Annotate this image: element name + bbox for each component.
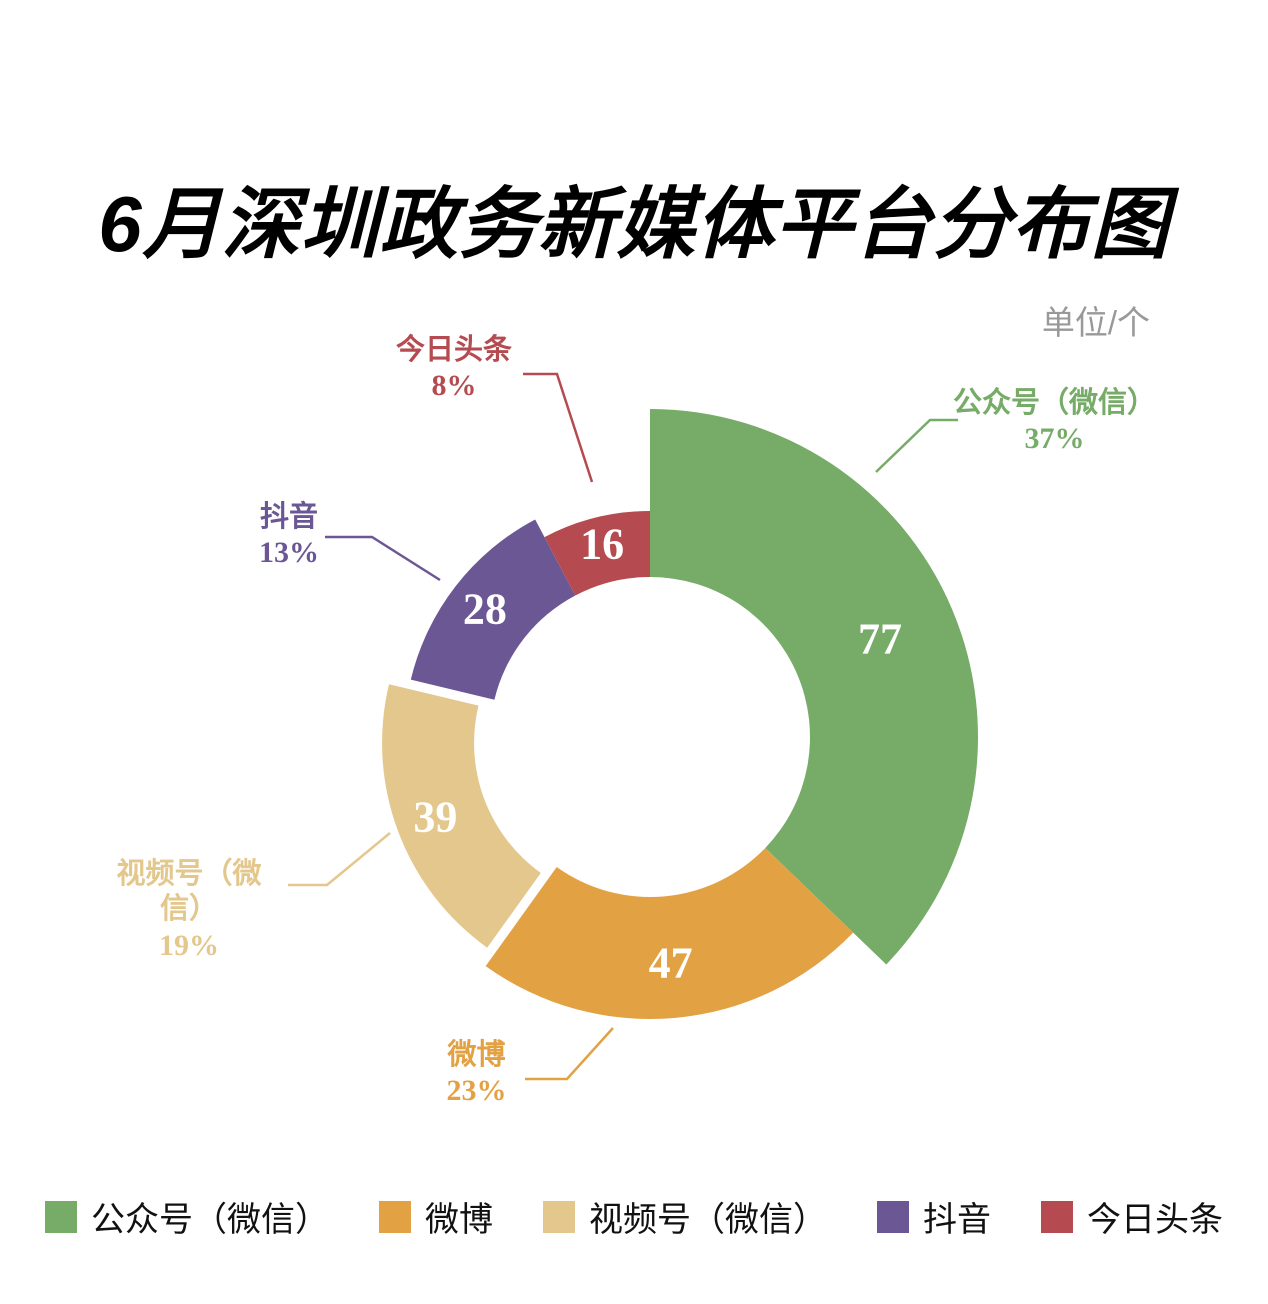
color-swatch — [877, 1200, 909, 1233]
slice-callout-percent: 19% — [159, 928, 219, 962]
slice-callout-shipinhao: 视频号（微信） 19% — [98, 857, 280, 964]
legend-item-douyin[interactable]: 抖音 — [877, 1192, 991, 1241]
slice-value-label: 77 — [858, 615, 902, 664]
legend-item-shipinhao[interactable]: 视频号（微信） — [543, 1192, 827, 1241]
unit-label: 单位/个 — [1041, 304, 1150, 341]
slice-callout-label: 今日头条 — [395, 334, 512, 366]
color-swatch — [1041, 1200, 1073, 1233]
slice-value-label: 47 — [649, 939, 693, 988]
pie-slice-1[interactable] — [485, 847, 854, 1019]
legend-item-weibo[interactable]: 微博 — [379, 1192, 493, 1241]
pie-slice-3[interactable] — [410, 519, 576, 700]
slice-callout-gongzhonghao: 公众号（微信） 37% — [952, 386, 1157, 458]
callout-line-3 — [325, 535, 441, 582]
slice-callout-percent: 13% — [259, 536, 319, 570]
slice-value-label: 16 — [580, 519, 624, 568]
slice-callout-douyin: 抖音 13% — [230, 500, 348, 572]
legend-label: 抖音 — [923, 1202, 991, 1239]
legend-item-gongzhonghao[interactable]: 公众号（微信） — [45, 1192, 329, 1241]
slice-callout-label: 微博 — [447, 1039, 506, 1071]
slice-callout-toutiao: 今日头条 8% — [373, 333, 535, 405]
color-swatch — [379, 1200, 411, 1233]
callout-line-2 — [288, 832, 391, 887]
pie-slice-0[interactable] — [650, 409, 978, 965]
legend-label: 今日头条 — [1087, 1202, 1223, 1239]
slice-callout-percent: 37% — [1024, 422, 1085, 456]
slice-callout-label: 抖音 — [259, 501, 318, 533]
slice-callout-label: 视频号（微信） — [116, 858, 262, 926]
legend-label: 微博 — [425, 1202, 493, 1239]
slice-value-label: 39 — [413, 792, 457, 841]
chart-title: 6月深圳政务新媒体平台分布图 — [98, 180, 1170, 268]
legend-item-toutiao[interactable]: 今日头条 — [1041, 1192, 1223, 1241]
slice-callout-percent: 8% — [431, 369, 477, 403]
color-swatch — [543, 1200, 575, 1233]
slice-value-label: 28 — [463, 584, 507, 633]
legend-label: 公众号（微信） — [91, 1202, 329, 1239]
callout-line-4 — [523, 372, 594, 483]
legend-label: 视频号（微信） — [589, 1202, 827, 1239]
slice-callout-weibo: 微博 23% — [424, 1038, 529, 1110]
pie-slice-4[interactable] — [544, 511, 650, 596]
chart-legend: 公众号（微信） 微博 视频号（微信） 抖音 今日头条 — [0, 1192, 1268, 1241]
slice-callout-percent: 23% — [446, 1074, 507, 1108]
slice-callout-label: 公众号（微信） — [952, 387, 1156, 419]
callout-line-0 — [875, 418, 958, 473]
color-swatch — [45, 1200, 77, 1233]
pie-slice-2[interactable] — [382, 684, 541, 948]
callout-line-1 — [525, 1027, 614, 1081]
